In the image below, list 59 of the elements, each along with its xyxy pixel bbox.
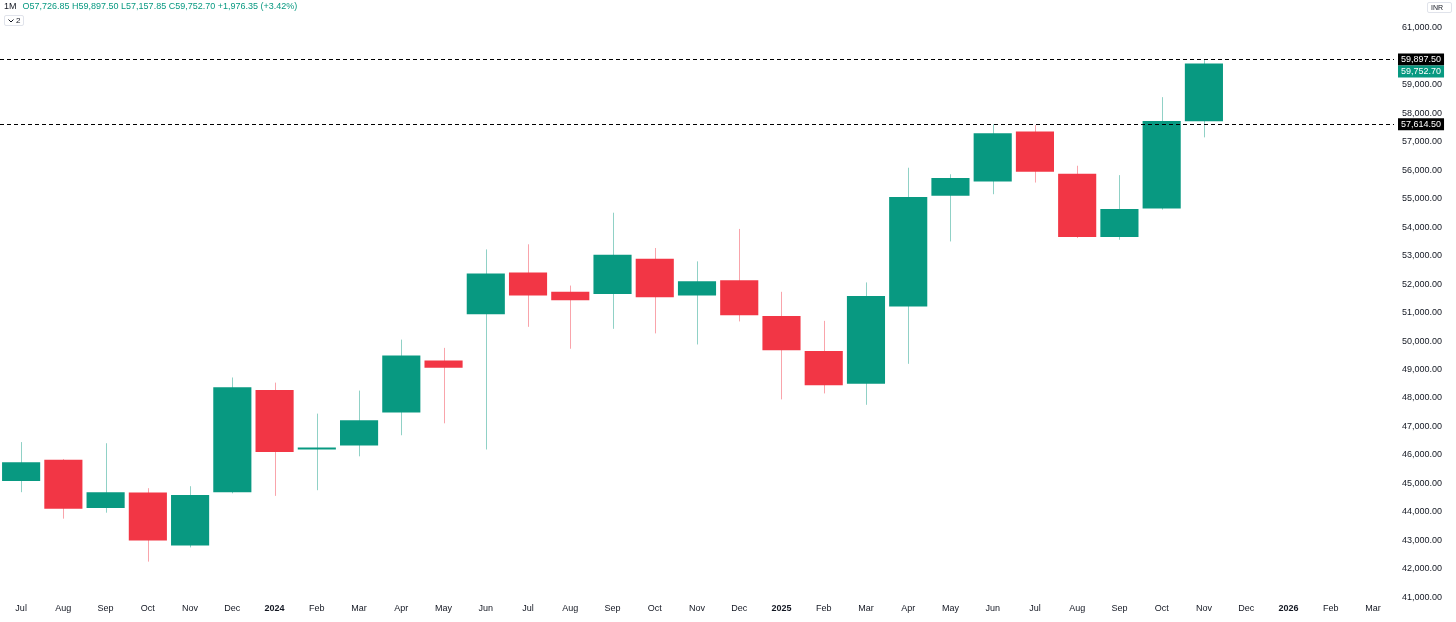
- y-tick-label: 58,000.00: [1402, 107, 1443, 118]
- x-tick-label: Nov: [1195, 603, 1213, 614]
- x-tick-label: Oct: [647, 603, 663, 614]
- x-tick-label: Dec: [1238, 603, 1255, 614]
- x-tick-label: Oct: [1154, 603, 1170, 614]
- x-tick-label: Jun: [985, 603, 1000, 614]
- y-tick-label: 61,000.00: [1402, 22, 1443, 33]
- y-tick-label: 56,000.00: [1402, 164, 1443, 175]
- x-tick-label: Sep: [97, 603, 114, 614]
- y-tick-label: 53,000.00: [1402, 250, 1443, 261]
- x-tick-label: Nov: [182, 603, 199, 614]
- x-tick-label: May: [941, 603, 960, 614]
- x-tick-label: Aug: [562, 603, 579, 614]
- text: O57,726.85 H59,897.50 L57,157.85 C59,752.70 +1,976.35 (+3.42%): [22, 1, 298, 11]
- y-tick-label: 41,000.00: [1402, 591, 1443, 602]
- text: 2: [16, 16, 21, 25]
- x-tick-label: May: [435, 603, 453, 614]
- y-tick-label: 44,000.00: [1402, 506, 1443, 517]
- y-tick-label: 57,000.00: [1402, 136, 1443, 147]
- x-tick-label: Apr: [394, 603, 409, 614]
- x-tick-label: Sep: [604, 603, 621, 614]
- y-tick-label: 59,000.00: [1402, 79, 1443, 90]
- x-tick-label: Jul: [522, 603, 534, 614]
- y-tick-label: 52,000.00: [1402, 278, 1443, 289]
- y-tick-label: 43,000.00: [1402, 534, 1443, 545]
- x-tick-label: Aug: [55, 603, 72, 614]
- x-tick-label: Mar: [858, 603, 874, 614]
- x-tick-label: Dec: [731, 603, 748, 614]
- x-tick-label: Oct: [140, 603, 156, 614]
- y-tick-label: 55,000.00: [1402, 193, 1443, 204]
- x-tick-label: Mar: [351, 603, 367, 614]
- text: 59,752.70: [1401, 65, 1442, 76]
- text: 1M: [4, 1, 17, 11]
- y-tick-label: 48,000.00: [1402, 392, 1443, 403]
- x-tick-label: Sep: [1111, 603, 1128, 614]
- x-tick-label: Mar: [1365, 603, 1381, 614]
- x-tick-label: Nov: [688, 603, 706, 614]
- x-tick-label: Jun: [478, 603, 494, 614]
- x-tick-label: 2026: [1278, 603, 1299, 614]
- ref-line-label: 59,897.50: [1401, 53, 1442, 64]
- y-tick-label: 47,000.00: [1402, 420, 1443, 431]
- y-tick-label: 51,000.00: [1402, 307, 1443, 318]
- y-tick-label: 49,000.00: [1402, 364, 1443, 374]
- x-tick-label: Feb: [1322, 603, 1339, 614]
- x-tick-label: Apr: [901, 603, 916, 614]
- x-tick-label: Jul: [15, 603, 27, 614]
- y-tick-label: 45,000.00: [1402, 477, 1443, 488]
- y-tick-label: 50,000.00: [1402, 335, 1443, 346]
- y-tick-label: 54,000.00: [1402, 221, 1443, 232]
- y-tick-label: 46,000.00: [1402, 449, 1443, 460]
- x-tick-label: 2024: [264, 603, 285, 614]
- y-tick-label: 42,000.00: [1402, 563, 1443, 574]
- x-tick-label: Dec: [224, 603, 241, 614]
- x-tick-label: Jul: [1029, 603, 1041, 614]
- x-tick-label: Aug: [1069, 603, 1086, 614]
- x-tick-label: Feb: [815, 603, 832, 614]
- x-tick-label: Feb: [309, 603, 325, 614]
- x-tick-label: 2025: [771, 603, 792, 614]
- ref-line-label: 57,614.50: [1401, 118, 1442, 129]
